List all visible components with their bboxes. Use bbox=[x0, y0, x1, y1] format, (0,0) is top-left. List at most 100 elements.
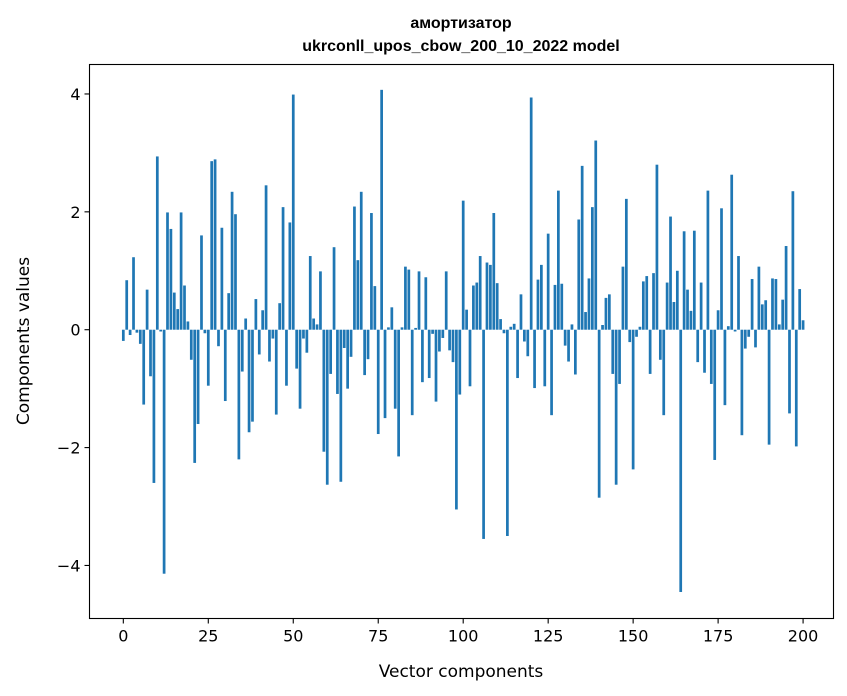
bar-89 bbox=[424, 277, 428, 330]
bar-186 bbox=[754, 329, 757, 348]
bar-106 bbox=[482, 329, 485, 539]
bar-162 bbox=[672, 302, 676, 330]
bar-159 bbox=[662, 329, 666, 416]
bar-128 bbox=[557, 190, 560, 330]
bar-22 bbox=[196, 329, 200, 425]
bars bbox=[121, 89, 805, 592]
bar-23 bbox=[200, 235, 203, 330]
bar-163 bbox=[675, 270, 679, 330]
bar-129 bbox=[560, 283, 564, 330]
bar-116 bbox=[516, 329, 519, 379]
bar-149 bbox=[628, 329, 632, 343]
x-tick-label: 150 bbox=[618, 627, 649, 646]
bar-199 bbox=[798, 289, 802, 330]
bar-53 bbox=[302, 329, 305, 339]
bar-16 bbox=[176, 309, 180, 330]
bar-158 bbox=[658, 329, 662, 360]
bar-150 bbox=[631, 329, 635, 470]
bar-171 bbox=[703, 329, 706, 373]
bar-45 bbox=[274, 329, 278, 415]
bar-195 bbox=[784, 246, 788, 330]
bar-107 bbox=[485, 262, 489, 330]
bar-185 bbox=[750, 279, 754, 330]
bar-30 bbox=[223, 329, 227, 402]
bar-196 bbox=[788, 329, 791, 414]
bar-94 bbox=[441, 329, 445, 338]
bar-131 bbox=[567, 329, 570, 362]
y-tick-label: −4 bbox=[57, 556, 81, 575]
bar-75 bbox=[376, 329, 380, 435]
bar-147 bbox=[621, 266, 625, 330]
bar-152 bbox=[638, 326, 642, 330]
bar-63 bbox=[336, 329, 339, 394]
bar-70 bbox=[359, 191, 363, 330]
bar-172 bbox=[706, 190, 710, 330]
bar-31 bbox=[227, 293, 231, 330]
bar-24 bbox=[203, 329, 207, 334]
bar-198 bbox=[794, 329, 798, 447]
bar-144 bbox=[611, 329, 615, 374]
bar-65 bbox=[342, 329, 346, 348]
bar-39 bbox=[254, 299, 258, 330]
bar-142 bbox=[604, 297, 608, 330]
bar-115 bbox=[512, 323, 516, 330]
bar-182 bbox=[740, 329, 744, 436]
bar-73 bbox=[370, 213, 373, 330]
bar-90 bbox=[427, 329, 431, 379]
bar-143 bbox=[607, 294, 611, 330]
bar-108 bbox=[489, 264, 492, 330]
bar-27 bbox=[213, 159, 217, 330]
bar-100 bbox=[461, 200, 465, 330]
bar-187 bbox=[757, 266, 761, 330]
bar-137 bbox=[587, 278, 591, 330]
bar-41 bbox=[261, 310, 265, 330]
bar-103 bbox=[472, 285, 475, 330]
bar-83 bbox=[404, 266, 407, 330]
bar-148 bbox=[624, 198, 628, 330]
bar-123 bbox=[540, 264, 543, 330]
bar-59 bbox=[322, 329, 326, 452]
bar-34 bbox=[237, 329, 241, 460]
bar-156 bbox=[652, 273, 655, 330]
bar-88 bbox=[421, 329, 424, 383]
bar-117 bbox=[519, 294, 523, 330]
bar-176 bbox=[720, 208, 723, 330]
bar-17 bbox=[179, 212, 183, 330]
bar-124 bbox=[543, 329, 547, 387]
bar-105 bbox=[478, 256, 482, 330]
bar-60 bbox=[325, 329, 329, 485]
bar-67 bbox=[349, 329, 353, 357]
bar-48 bbox=[285, 329, 288, 386]
bar-18 bbox=[183, 285, 186, 330]
bar-20 bbox=[189, 329, 193, 360]
plot-frame bbox=[88, 63, 835, 620]
bar-96 bbox=[448, 329, 451, 351]
bar-21 bbox=[193, 329, 197, 463]
bar-79 bbox=[390, 307, 394, 330]
bar-140 bbox=[597, 329, 601, 498]
bar-132 bbox=[570, 324, 574, 330]
bar-136 bbox=[584, 312, 587, 330]
bar-49 bbox=[288, 222, 292, 330]
bar-78 bbox=[387, 327, 390, 330]
bar-32 bbox=[230, 191, 234, 330]
x-tick-label: 0 bbox=[118, 627, 128, 646]
bar-57 bbox=[315, 324, 319, 330]
bar-120 bbox=[529, 97, 533, 330]
bar-10 bbox=[155, 156, 159, 330]
bar-184 bbox=[747, 329, 751, 337]
bar-179 bbox=[730, 174, 734, 330]
bar-190 bbox=[767, 329, 771, 445]
bar-165 bbox=[682, 231, 686, 330]
bar-175 bbox=[716, 310, 720, 330]
bar-66 bbox=[346, 329, 349, 389]
bar-50 bbox=[291, 94, 295, 330]
bar-151 bbox=[635, 329, 638, 337]
x-tick-label: 175 bbox=[703, 627, 734, 646]
chart-subtitle: ukrconll_upos_cbow_200_10_2022 model bbox=[302, 38, 619, 55]
bar-194 bbox=[781, 299, 785, 330]
x-tick-label: 200 bbox=[788, 627, 819, 646]
bar-12 bbox=[162, 329, 166, 574]
bar-38 bbox=[251, 329, 254, 422]
bar-36 bbox=[244, 318, 248, 330]
